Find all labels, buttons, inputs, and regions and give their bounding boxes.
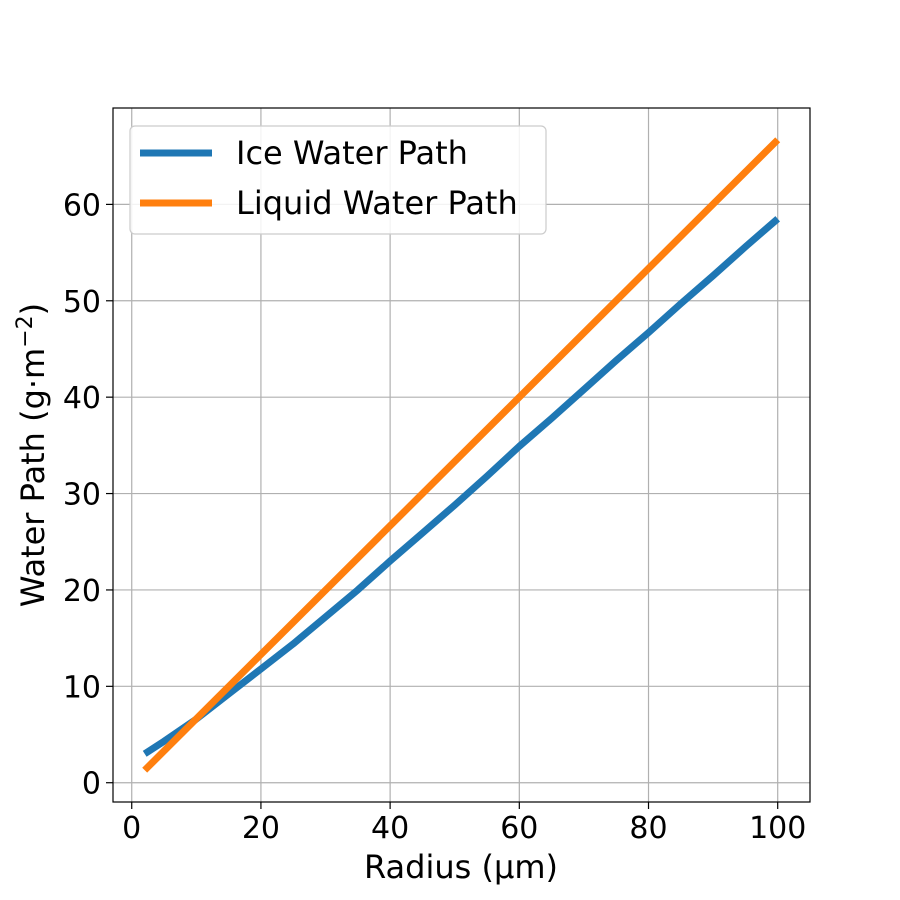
legend-label-ice: Ice Water Path — [236, 134, 468, 172]
legend-label-liquid: Liquid Water Path — [236, 184, 518, 222]
liquid-water-path-line — [142, 137, 781, 773]
y-axis-title-superscript: −2 — [13, 315, 38, 347]
ice-water-path-line — [142, 216, 780, 757]
plot-frame — [112, 107, 811, 803]
y-tick-label: 20 — [63, 574, 101, 609]
ticks-layer: 0 20 40 60 80 100 0 10 20 30 40 50 60 — [63, 188, 807, 846]
x-tick-label: 100 — [749, 811, 806, 846]
x-axis-title: Radius (μm) — [364, 848, 558, 886]
x-tick-label: 20 — [242, 811, 280, 846]
x-tick-label: 60 — [500, 811, 538, 846]
y-tick-label: 30 — [63, 478, 101, 513]
y-axis-title-main: Water Path (g·m — [14, 348, 52, 607]
y-tick-label: 60 — [63, 188, 101, 223]
y-tick-label: 10 — [63, 670, 101, 705]
y-axis-title: Water Path (g·m−2) — [13, 303, 52, 607]
series-layer — [142, 137, 781, 773]
x-tick-label: 40 — [371, 811, 409, 846]
y-tick-label: 40 — [63, 381, 101, 416]
y-tick-label: 50 — [63, 285, 101, 320]
legend-box — [129, 125, 547, 235]
x-tick-label: 0 — [122, 811, 141, 846]
x-tick-label: 80 — [629, 811, 667, 846]
y-axis-title-close: ) — [14, 303, 52, 315]
legend: Ice Water Path Liquid Water Path — [129, 125, 547, 235]
y-tick-label: 0 — [82, 767, 101, 802]
